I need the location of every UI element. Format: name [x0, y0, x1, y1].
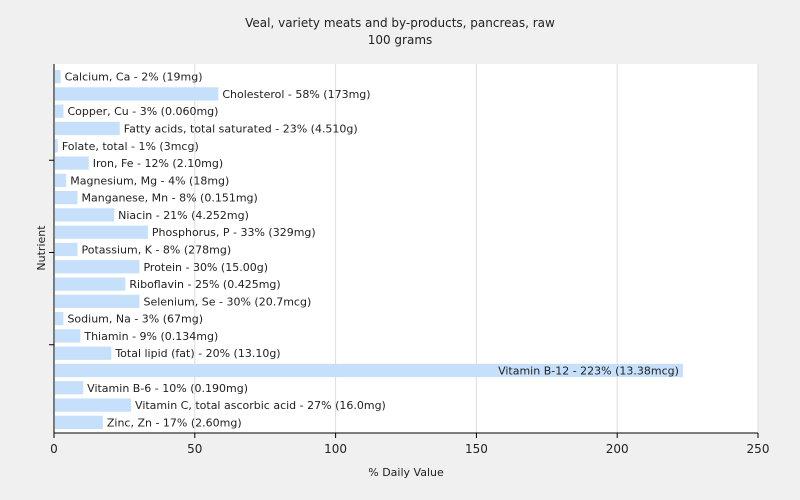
- bar: [55, 381, 84, 395]
- bar: [55, 260, 140, 274]
- y-axis-ticks: [49, 159, 54, 346]
- x-axis-title: % Daily Value: [368, 466, 444, 479]
- bar: [55, 139, 58, 153]
- bar-label: Vitamin C, total ascorbic acid - 27% (16…: [135, 399, 386, 412]
- bar-label: Niacin - 21% (4.252mg): [118, 209, 249, 222]
- bar: [55, 312, 64, 326]
- bar: [55, 173, 67, 187]
- bar-label: Riboflavin - 25% (0.425mg): [129, 278, 280, 291]
- x-tick-label: 50: [187, 442, 202, 456]
- bar: [55, 277, 126, 291]
- bar-label: Copper, Cu - 3% (0.060mg): [67, 105, 218, 118]
- x-tick-label: 100: [324, 442, 347, 456]
- bar-label: Potassium, K - 8% (278mg): [82, 244, 232, 257]
- bar: [55, 87, 219, 101]
- bar-label: Phosphorus, P - 33% (329mg): [152, 226, 316, 239]
- x-tick-label: 250: [747, 442, 770, 456]
- bar: [55, 156, 89, 170]
- y-axis-title: Nutrient: [35, 225, 48, 271]
- bar-label: Folate, total - 1% (3mcg): [62, 140, 199, 153]
- chart-title: Veal, variety meats and by-products, pan…: [245, 16, 555, 30]
- bar-labels-group: Calcium, Ca - 2% (19mg) Cholesterol - 58%…: [62, 71, 679, 430]
- bar-label: Cholesterol - 58% (173mg): [222, 88, 370, 101]
- bar: [55, 398, 132, 412]
- bar-label: Vitamin B-12 - 223% (13.38mcg): [498, 365, 679, 378]
- x-axis-ticks: 0 50 100 150 200 250: [50, 433, 769, 456]
- bar: [55, 70, 61, 84]
- x-tick-label: 0: [50, 442, 58, 456]
- bar: [55, 242, 78, 257]
- bar: [55, 121, 120, 136]
- bar-label: Calcium, Ca - 2% (19mg): [65, 71, 203, 84]
- bar-label: Sodium, Na - 3% (67mg): [67, 313, 203, 326]
- bar-label: Vitamin B-6 - 10% (0.190mg): [87, 382, 248, 395]
- x-tick-label: 150: [465, 442, 488, 456]
- bar-label: Total lipid (fat) - 20% (13.10g): [114, 347, 280, 360]
- bar: [55, 329, 81, 343]
- bar-label: Zinc, Zn - 17% (2.60mg): [107, 416, 242, 429]
- bar: [55, 294, 140, 308]
- bar-label: Manganese, Mn - 8% (0.151mg): [82, 192, 258, 205]
- bar-label: Selenium, Se - 30% (20.7mcg): [143, 295, 311, 308]
- bar: [55, 346, 112, 360]
- chart-subtitle: 100 grams: [368, 33, 433, 47]
- bar-label: Thiamin - 9% (0.134mg): [83, 330, 218, 343]
- bar: [55, 363, 683, 378]
- bar-label: Fatty acids, total saturated - 23% (4.51…: [124, 123, 358, 136]
- bar: [55, 208, 115, 222]
- bar: [55, 104, 64, 118]
- bar: [55, 191, 78, 205]
- bar: [55, 225, 148, 239]
- bar-label: Protein - 30% (15.00g): [143, 261, 268, 274]
- x-tick-label: 200: [606, 442, 629, 456]
- bar: [55, 415, 103, 429]
- bar-label: Iron, Fe - 12% (2.10mg): [93, 157, 223, 170]
- bars-group: [55, 70, 683, 429]
- bar-label: Magnesium, Mg - 4% (18mg): [70, 174, 229, 187]
